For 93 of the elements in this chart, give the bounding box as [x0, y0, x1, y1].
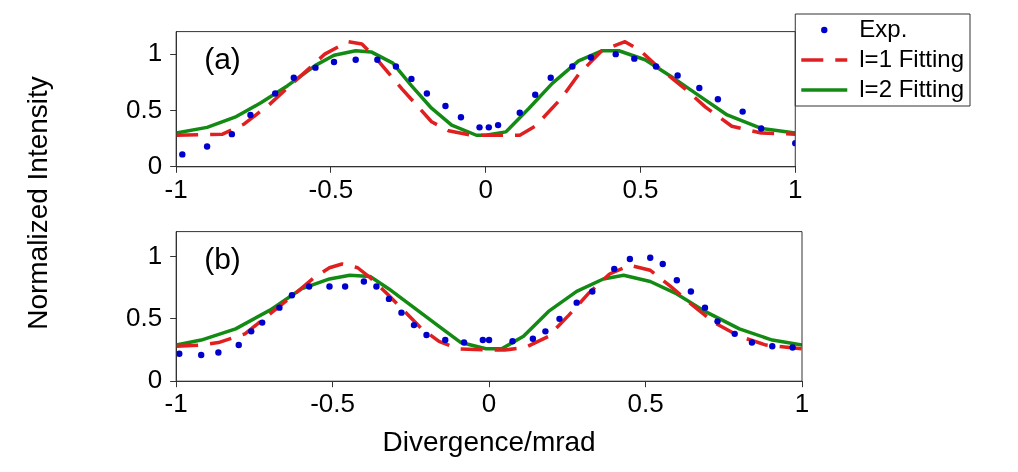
point: [652, 63, 660, 70]
x-tick-label: 0.5: [622, 173, 659, 204]
point: [714, 318, 721, 325]
point: [529, 335, 537, 343]
point: [373, 283, 380, 290]
point: [235, 341, 242, 349]
point: [542, 328, 549, 335]
point: [589, 288, 596, 295]
point: [569, 63, 576, 70]
point: [485, 336, 493, 344]
point: [659, 260, 666, 268]
x-tick-label: -1: [164, 387, 188, 418]
point: [442, 336, 449, 344]
y-tick-label: 1: [147, 239, 163, 270]
x-tick-label: 1: [794, 387, 810, 418]
point: [532, 91, 539, 98]
point: [647, 254, 654, 261]
point: [215, 349, 222, 356]
annotation: (b): [204, 241, 241, 275]
x-tick-label: 0: [478, 173, 493, 204]
point: [748, 339, 756, 346]
x-tick-label: 0: [481, 387, 497, 418]
point: [547, 74, 554, 81]
point: [696, 84, 703, 92]
x-tick-label: 0.5: [627, 387, 664, 418]
legend-label: Exp.: [859, 14, 908, 42]
y-tick-label: 1: [147, 37, 163, 68]
point: [197, 351, 205, 359]
point: [626, 255, 634, 263]
point: [179, 151, 186, 158]
point: [442, 102, 449, 110]
point: [290, 74, 297, 81]
point: [673, 277, 681, 284]
y-tick-label: 0: [147, 364, 163, 395]
point: [516, 109, 523, 116]
x-tick-label: -0.5: [308, 173, 354, 204]
point: [758, 125, 765, 132]
point: [423, 90, 431, 97]
point: [341, 283, 349, 290]
point: [203, 143, 211, 150]
point: [789, 344, 796, 351]
point: [276, 304, 283, 311]
legend-label: l=1 Fitting: [859, 44, 964, 72]
annotation: (a): [204, 41, 241, 75]
point: [288, 291, 296, 299]
point: [326, 283, 333, 290]
y-tick-label: 0.5: [125, 302, 163, 333]
y-tick-label: 0: [147, 149, 163, 180]
point: [423, 331, 430, 339]
point: [714, 96, 722, 103]
y-axis-title: Normalized Intensity: [22, 76, 54, 330]
point: [687, 288, 695, 295]
point: [410, 321, 418, 329]
point: [259, 319, 266, 326]
point: [479, 336, 487, 344]
x-tick-label: 1: [788, 173, 803, 204]
point: [272, 90, 279, 97]
legend-label: l=2 Fitting: [859, 74, 964, 102]
point: [385, 295, 393, 303]
point: [374, 56, 381, 63]
point: [330, 58, 338, 66]
point: [352, 56, 359, 63]
point: [247, 111, 254, 119]
point: [398, 309, 405, 316]
y-tick-label: 0.5: [125, 93, 163, 124]
point: [408, 75, 415, 83]
point: [674, 72, 681, 79]
point: [360, 278, 368, 285]
point: [392, 63, 400, 70]
point: [312, 64, 319, 71]
point: [573, 299, 580, 306]
x-tick-label: -0.5: [310, 387, 356, 418]
point: [457, 114, 465, 121]
point: [460, 339, 468, 346]
x-axis-title: Divergence/mrad: [382, 425, 596, 457]
point: [556, 315, 563, 323]
x-tick-label: -1: [164, 173, 188, 204]
point: [631, 55, 638, 62]
point: [611, 265, 618, 273]
point: [176, 350, 183, 357]
point: [476, 124, 483, 131]
point: [485, 124, 493, 131]
point: [494, 121, 502, 129]
point: [612, 50, 619, 58]
point: [701, 304, 709, 311]
point: [739, 108, 746, 115]
point: [509, 338, 516, 345]
point: [305, 283, 313, 290]
point: [731, 330, 738, 338]
point: [228, 130, 236, 138]
point: [248, 328, 255, 335]
point: [587, 54, 595, 61]
point: [769, 343, 776, 350]
